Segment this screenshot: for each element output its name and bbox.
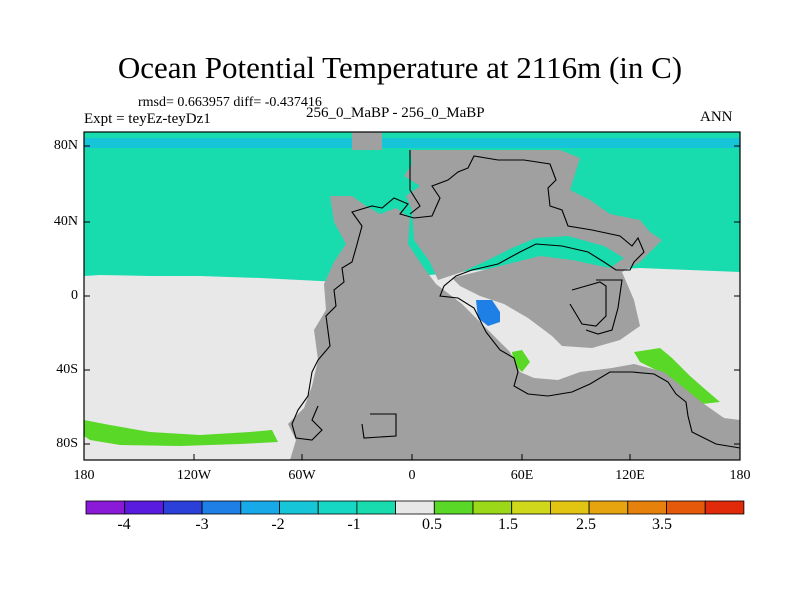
colorbar-swatch-11 [472, 500, 513, 515]
colorbar-swatch-9 [395, 500, 435, 515]
ocean-warm-band-south [84, 420, 278, 446]
axis-ticks [84, 145, 740, 460]
map-field [84, 132, 740, 460]
colorbar-swatch-17 [704, 500, 745, 515]
lon-label-60e: 60E [510, 468, 534, 483]
colorbar-label-7: 2.5 [576, 516, 596, 533]
colorbar-label-5: 0.5 [422, 516, 442, 533]
lat-label-40n: 40N [53, 214, 78, 229]
lon-label-180e: 180 [729, 468, 751, 483]
colorbar-swatch-3 [162, 500, 203, 515]
colorbar-swatch-5 [240, 500, 280, 515]
lon-label-180w: 180 [73, 468, 95, 483]
colorbar-label-8: 3.5 [652, 516, 672, 533]
coastline-3 [569, 281, 607, 327]
colorbar-swatch-16 [666, 500, 706, 515]
experiment-label: Expt = teyEz-teyDz1 [84, 111, 211, 127]
land-mass-island [352, 132, 382, 150]
colorbar [85, 500, 745, 515]
colorbar-swatch-14 [588, 500, 629, 515]
coastline-6 [409, 150, 421, 215]
ocean-cooler-strip-north [84, 138, 740, 148]
colorbar-swatch-6 [279, 500, 319, 515]
stats-label: rmsd= 0.663957 diff= -0.437416 [138, 95, 322, 110]
colorbar-swatch-4 [201, 500, 242, 515]
colorbar-swatch-12 [511, 500, 551, 515]
colorbar-label-4: -1 [347, 516, 361, 533]
lon-label-60w: 60W [288, 468, 316, 483]
colorbar-swatch-10 [433, 500, 474, 515]
colorbar-label-3: -2 [271, 516, 285, 533]
ocean-cold-patch [476, 300, 500, 326]
lon-label-120e: 120E [615, 468, 645, 483]
lat-label-80s: 80S [56, 436, 78, 451]
colorbar-swatch-1 [85, 500, 126, 515]
coastline-4 [585, 279, 623, 335]
land-mass-continent [404, 150, 662, 348]
coastline-5 [361, 413, 397, 439]
colorbar-label-1: -4 [117, 516, 131, 533]
lat-label-80n: 80N [53, 138, 78, 153]
lon-label-0: 0 [408, 468, 416, 483]
lon-label-120w: 120W [176, 468, 212, 483]
colorbar-swatch-15 [627, 500, 667, 515]
ocean-warm-patch-2 [634, 348, 720, 404]
figure-title: Ocean Potential Temperature at 2116m (in… [117, 50, 683, 85]
case-label: 256_0_MaBP - 256_0_MaBP [306, 105, 485, 121]
land-mass-america [288, 196, 740, 460]
colorbar-swatch-7 [317, 500, 358, 515]
colorbar-swatch-2 [124, 500, 164, 515]
colorbar-swatch-8 [356, 500, 396, 515]
colorbar-label-2: -3 [195, 516, 209, 533]
season-label: ANN [700, 109, 733, 125]
colorbar-swatch-13 [550, 500, 590, 515]
coastline-2 [291, 247, 357, 441]
coastline-1 [351, 155, 740, 449]
colorbar-label-6: 1.5 [498, 516, 518, 533]
lat-label-40s: 40S [56, 362, 78, 377]
coastlines [291, 150, 740, 449]
lat-label-0: 0 [71, 288, 78, 303]
